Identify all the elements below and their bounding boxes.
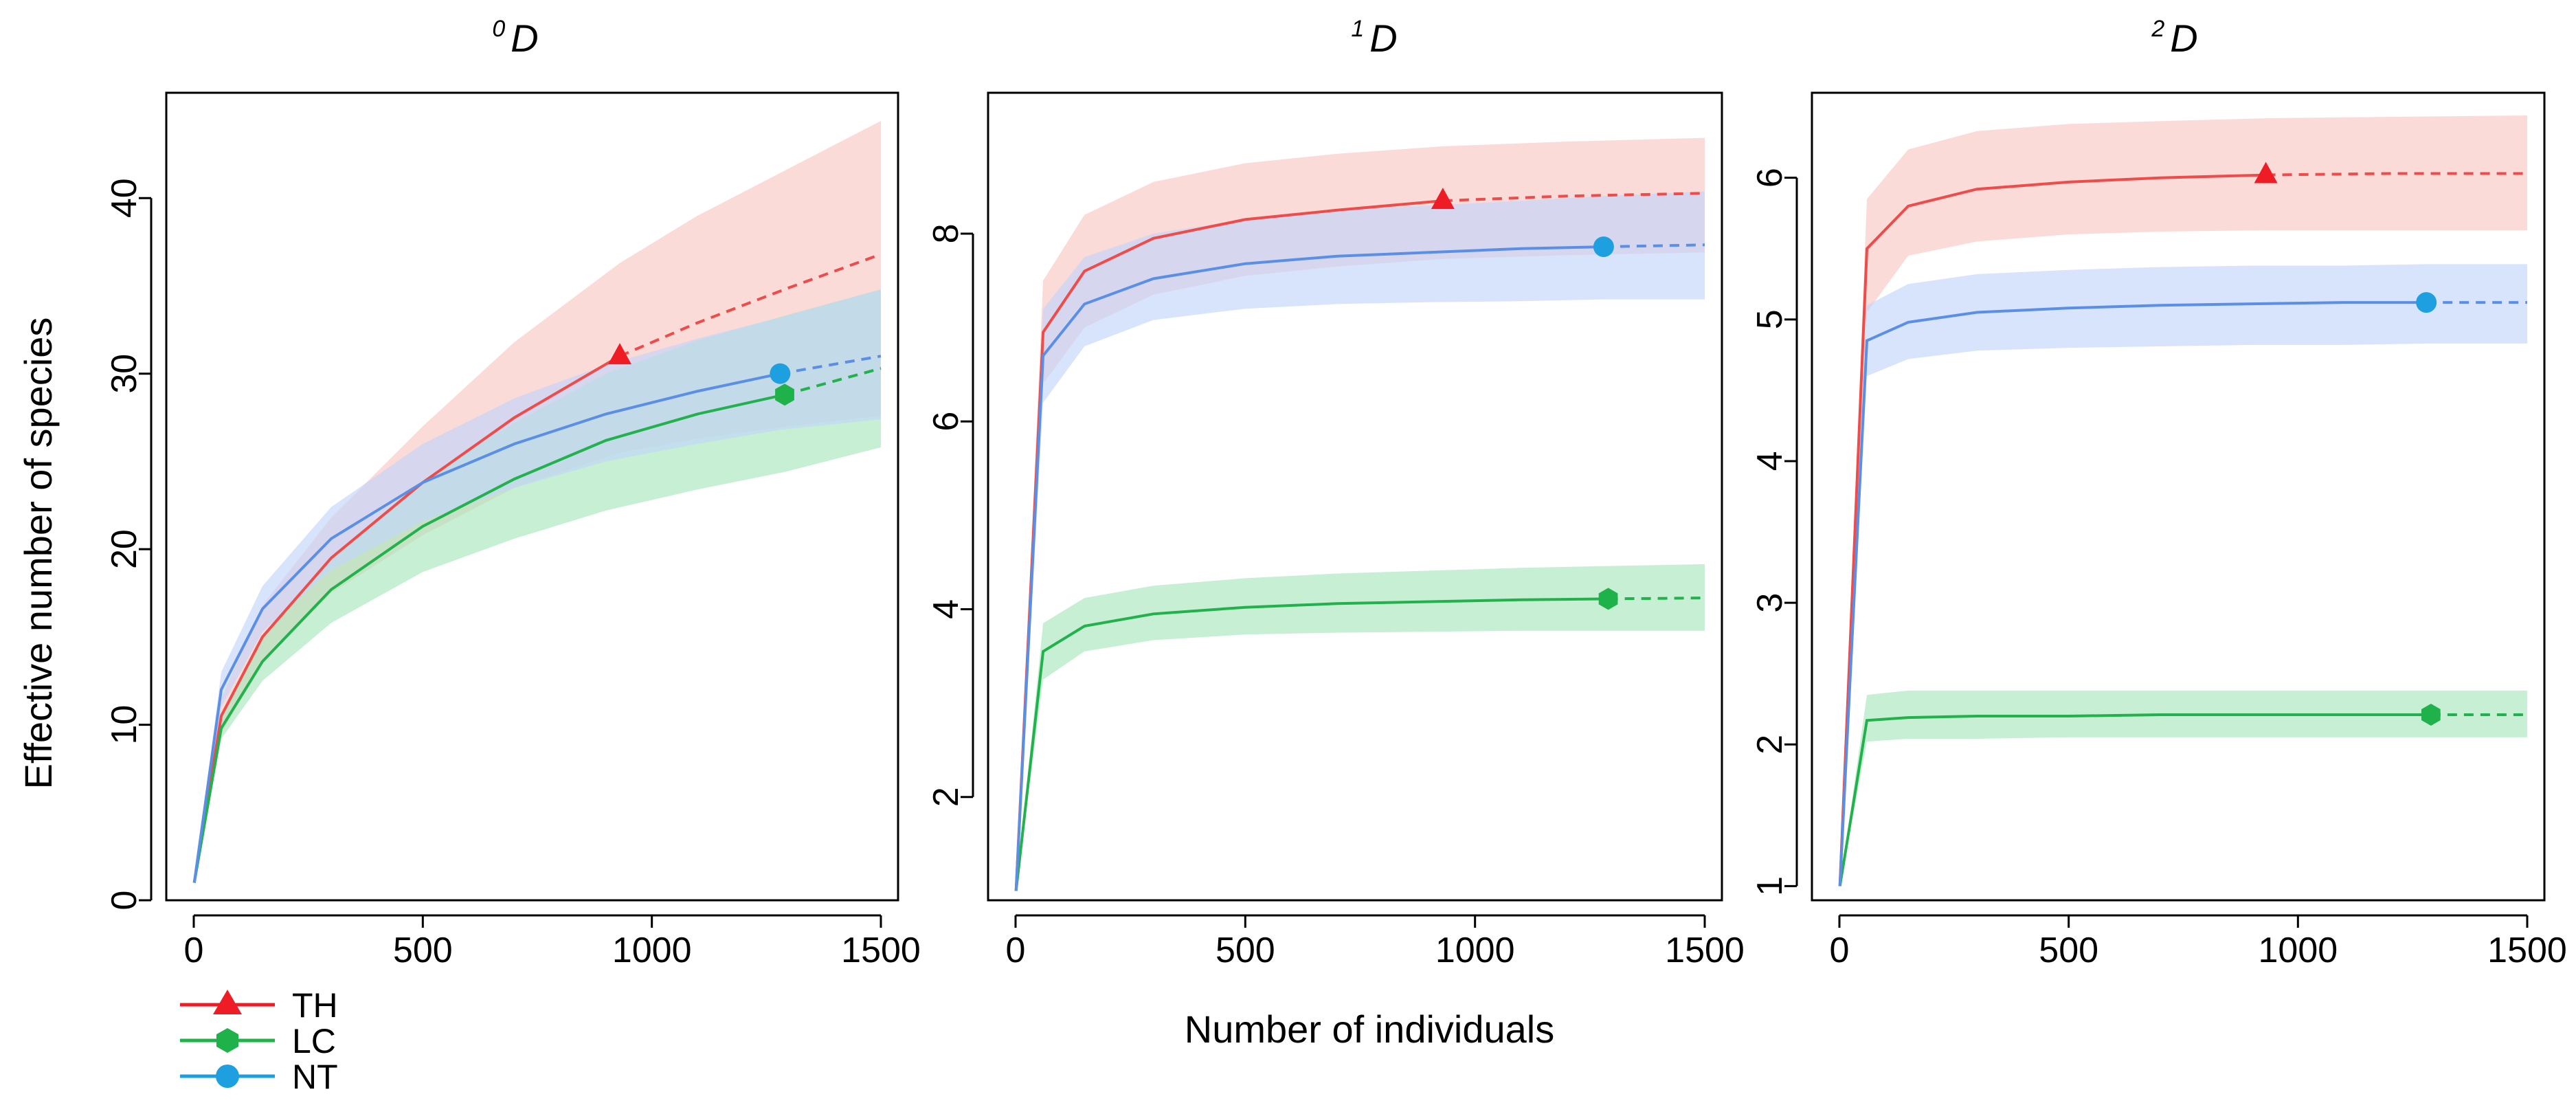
y-tick-label: 5 [1750,309,1790,329]
ci-band-lc [1839,690,2527,887]
legend-lc-label: LC [292,1022,336,1060]
ci-band-nt [194,289,881,883]
plot-frame [987,91,1723,902]
line-interp-lc [1014,597,1609,891]
x-tick-label: 1000 [1435,931,1515,970]
ci-band-lc [1016,564,1705,891]
x-tick-label: 1500 [841,931,921,970]
line-extrap-nt [1603,243,1705,249]
ci-band-nt [1016,191,1705,891]
x-tick-label: 1000 [612,931,692,970]
x-tick-label: 0 [1830,931,1850,970]
marker-lc [1598,588,1618,610]
legend-th-marker [213,990,242,1014]
x-tick-label: 1000 [2258,931,2338,970]
marker-lc [775,383,794,406]
y-tick-label: 3 [1750,593,1790,613]
line-interp-nt [1014,245,1604,891]
line-interp-th [1838,173,2266,887]
line-interp-lc [192,393,785,883]
x-tick-label: 500 [1216,931,1275,970]
y-tick-label: 4 [1750,452,1790,471]
line-interp-th [1014,199,1444,891]
line-extrap-lc [784,367,882,397]
line-interp-nt [1838,301,2427,887]
x-tick-label: 0 [184,931,204,970]
marker-th [1431,188,1455,210]
plot-frame [165,91,899,902]
ci-band-th [194,120,881,883]
y-tick-label: 0 [104,891,144,911]
y-tick-label: 20 [104,529,144,569]
y-tick-label: 4 [926,599,966,619]
ci-band-nt [1839,264,2527,887]
marker-th [2254,161,2278,183]
marker-nt [1593,236,1614,258]
x-tick-label: 500 [2039,931,2098,970]
y-tick-label: 8 [926,223,966,243]
panel-1D: 0 500 1000 1500 2 4 6 8 [926,91,1745,970]
line-extrap-th [2265,172,2527,177]
x-tick-label: 1500 [2487,931,2567,970]
line-extrap-th [619,253,882,358]
y-tick-label: 2 [926,787,966,807]
y-tick-label: 6 [926,412,966,432]
y-tick-label: 10 [104,705,144,745]
legend: TH LC NT [180,986,338,1096]
x-tick-label: 1500 [1665,931,1745,970]
y-tick-label: 30 [104,354,144,394]
line-extrap-th [1442,192,1705,203]
marker-nt [770,363,791,384]
y-tick-label: 1 [1750,876,1790,896]
line-interp-nt [192,372,781,883]
x-axis-label: Number of individuals [1185,1007,1554,1051]
legend-lc-marker [216,1028,238,1053]
legend-nt-marker [216,1065,239,1088]
legend-th-label: TH [292,986,338,1025]
marker-nt [2416,292,2437,313]
line-interp-lc [1838,713,2431,887]
y-axis-label: Effective number of species [16,318,60,790]
line-extrap-nt [779,355,882,375]
y-tick-label: 40 [104,178,144,218]
legend-nt-label: NT [292,1058,338,1096]
marker-th [608,343,631,365]
y-tick-label: 2 [1750,735,1790,755]
ci-band-th [1839,115,2527,887]
marker-lc [2421,704,2441,726]
panel-0D: 0 500 1000 1500 0 10 20 30 40 [104,91,921,970]
line-interp-th [192,355,621,883]
panel-2D: 0 500 1000 1500 1 2 3 4 5 6 [1750,91,2567,970]
y-tick-label: 6 [1750,168,1790,188]
x-tick-label: 500 [393,931,453,970]
plot-frame [1811,91,2546,902]
x-tick-label: 0 [1006,931,1026,970]
